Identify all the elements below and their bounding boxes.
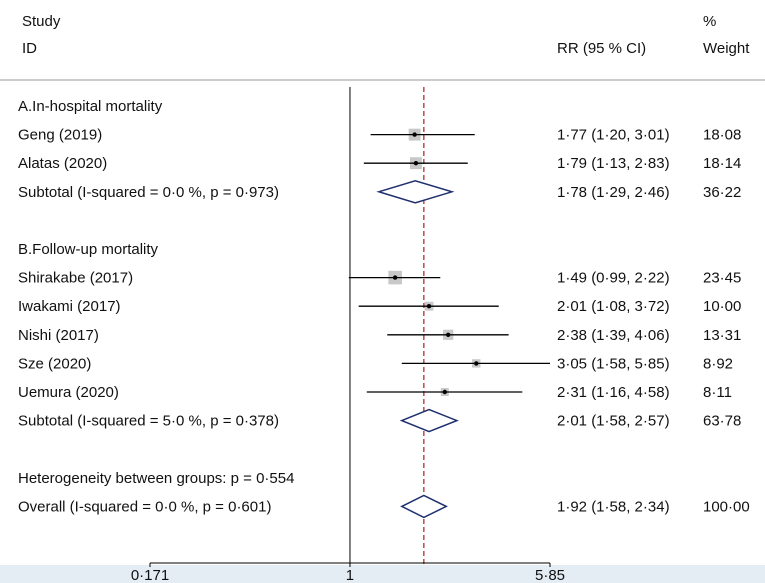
subtotal-diamond — [399, 408, 459, 433]
effect-header: RR (95 % CI) — [557, 40, 646, 57]
ci-label: 2·38 (1·39, 4·06) — [557, 327, 670, 344]
group-label: B.Follow-up mortality — [18, 241, 159, 258]
subtotal-weight-label: 36·22 — [703, 184, 741, 201]
subtotal-weight-label: 63·78 — [703, 413, 741, 430]
x-tick-label: 1 — [346, 567, 354, 583]
subtotal-label: Subtotal (I-squared = 5·0 %, p = 0·378) — [18, 413, 279, 430]
weight-label: 13·31 — [703, 327, 741, 344]
weight-label: 18·14 — [703, 155, 741, 172]
ci-label: 2·31 (1·16, 4·58) — [557, 384, 670, 401]
point-estimate — [474, 361, 479, 366]
point-estimate — [392, 275, 398, 280]
overall-diamond — [400, 494, 448, 519]
weight-label: 10·00 — [703, 298, 741, 315]
overall-weight-label: 100·00 — [703, 498, 750, 515]
overall-ci-label: 1·92 (1·58, 2·34) — [557, 498, 670, 515]
study-header-line1: Study — [22, 13, 61, 30]
group-label: A.In-hospital mortality — [18, 98, 163, 115]
ci-label: 3·05 (1·58, 5·85) — [557, 355, 670, 372]
ci-label: 1·79 (1·13, 2·83) — [557, 155, 670, 172]
weight-label: 23·45 — [703, 270, 741, 287]
point-estimate — [445, 332, 451, 337]
ci-label: 1·49 (0·99, 2·22) — [557, 270, 670, 287]
point-estimate — [412, 132, 417, 137]
subtotal-diamond — [376, 180, 455, 204]
study-label: Shirakabe (2017) — [18, 270, 133, 287]
subtotal-ci-label: 1·78 (1·29, 2·46) — [557, 184, 670, 201]
ci-label: 1·77 (1·20, 3·01) — [557, 127, 670, 144]
weight-label: 8·11 — [703, 384, 732, 401]
point-estimate — [426, 304, 432, 309]
heterogeneity-label: Heterogeneity between groups: p = 0·554 — [18, 470, 294, 487]
x-axis-ticks: 0·171 1 5·85 — [131, 563, 565, 583]
study-label: Nishi (2017) — [18, 327, 99, 344]
study-label: Uemura (2020) — [18, 384, 119, 401]
point-estimate — [442, 389, 447, 395]
x-tick-label: 0·171 — [131, 567, 169, 583]
weight-header-line2: Weight — [703, 40, 750, 57]
study-label: Geng (2019) — [18, 127, 102, 144]
study-label: Sze (2020) — [18, 355, 91, 372]
weight-label: 18·08 — [703, 127, 741, 144]
subtotal-ci-label: 2·01 (1·58, 2·57) — [557, 413, 670, 430]
weight-label: 8·92 — [703, 355, 733, 372]
study-rows: A.In-hospital mortality Geng (2019) 1·77 (… — [18, 98, 750, 519]
study-label: Alatas (2020) — [18, 155, 107, 172]
axis-band — [0, 565, 765, 583]
weight-header-line1: % — [703, 13, 716, 30]
study-label: Iwakami (2017) — [18, 298, 121, 315]
study-header-line2: ID — [22, 40, 37, 57]
point-estimate — [413, 161, 419, 166]
x-tick-label: 5·85 — [535, 567, 565, 583]
ci-label: 2·01 (1·08, 3·72) — [557, 298, 670, 315]
subtotal-label: Subtotal (I-squared = 0·0 %, p = 0·973) — [18, 184, 279, 201]
overall-label: Overall (I-squared = 0·0 %, p = 0·601) — [18, 498, 271, 515]
